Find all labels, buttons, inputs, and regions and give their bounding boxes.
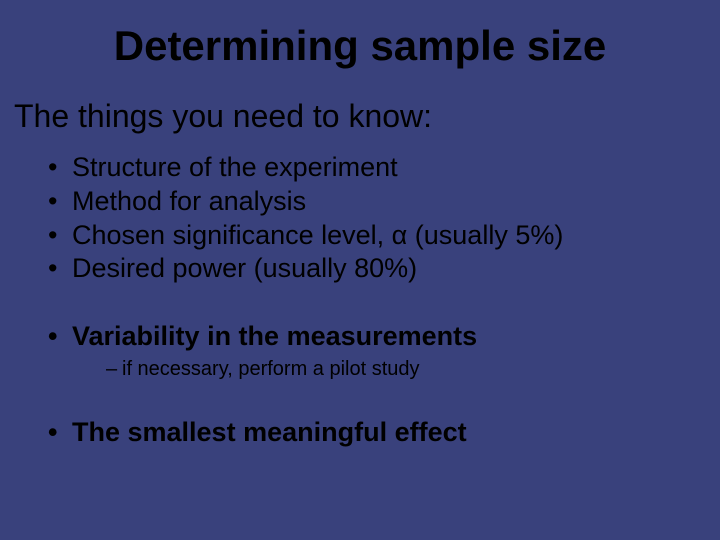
slide-title: Determining sample size	[0, 0, 720, 80]
sub-bullet-list: if necessary, perform a pilot study	[72, 356, 720, 382]
list-item: Variability in the measurements if neces…	[48, 320, 720, 382]
sub-bullet-text: if necessary, perform a pilot study	[122, 358, 420, 380]
slide-subtitle: The things you need to know:	[0, 80, 720, 145]
list-item: if necessary, perform a pilot study	[106, 356, 720, 382]
slide: Determining sample size The things you n…	[0, 0, 720, 540]
bullet-list: Structure of the experiment Method for a…	[0, 145, 720, 450]
list-item: Desired power (usually 80%)	[48, 252, 720, 286]
bullet-text: The smallest meaningful effect	[72, 417, 467, 447]
bullet-text: Chosen significance level, α (usually 5%…	[72, 220, 563, 250]
bullet-text: Variability in the measurements	[72, 321, 477, 351]
list-item: Method for analysis	[48, 185, 720, 219]
list-item: Chosen significance level, α (usually 5%…	[48, 219, 720, 253]
bullet-text: Desired power (usually 80%)	[72, 253, 417, 283]
list-item: Structure of the experiment	[48, 151, 720, 185]
bullet-text: Method for analysis	[72, 186, 306, 216]
list-item: The smallest meaningful effect	[48, 416, 720, 450]
bullet-text: Structure of the experiment	[72, 152, 398, 182]
